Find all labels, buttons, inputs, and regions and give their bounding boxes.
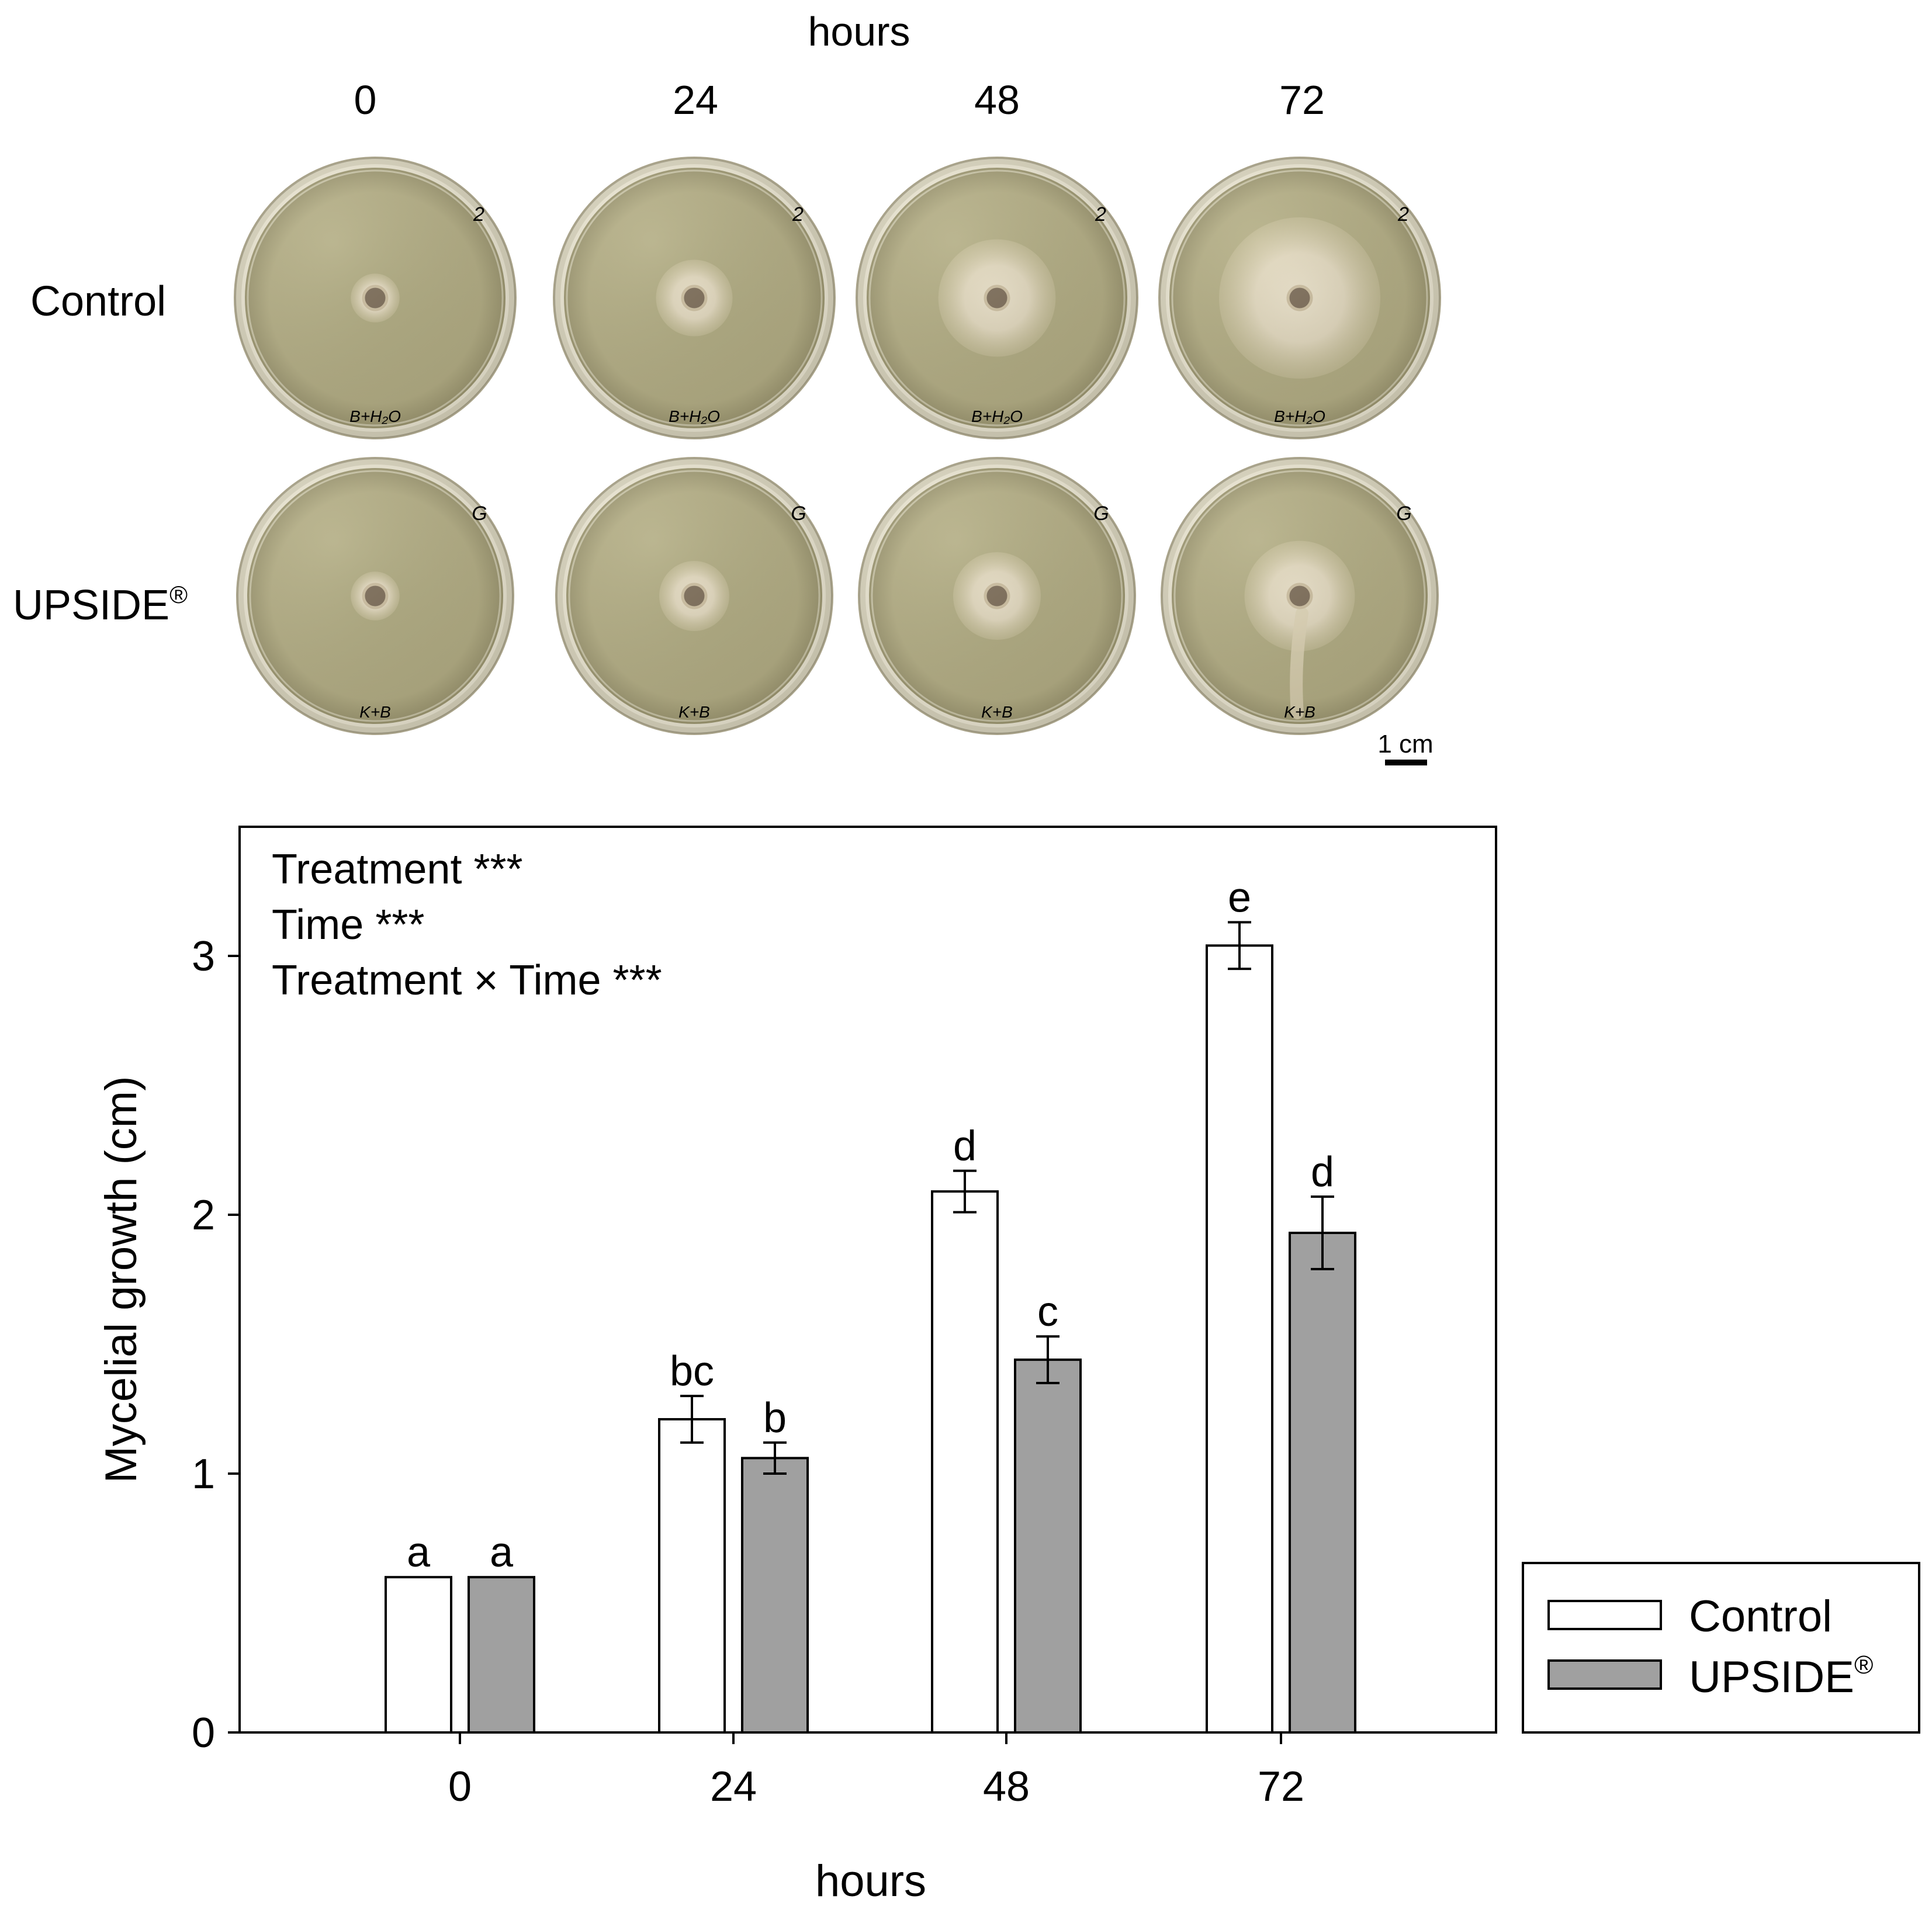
legend-label-control: Control [1689,1592,1832,1641]
photo-panel: hours 0 24 48 72 Control UPSIDE® 2B+H₂O2… [13,9,1441,765]
x-tick-label: 0 [448,1763,472,1810]
petri-plate-control-48h: 2 B+H₂O [856,157,1138,439]
bar [931,1190,999,1734]
bar [1289,1232,1356,1734]
significance-letter: c [1037,1288,1058,1335]
significance-letter: bc [670,1348,714,1395]
time-label-24: 24 [673,77,718,123]
time-label-72: 72 [1279,77,1325,123]
annotation-treatment: Treatment *** [272,846,523,893]
row-label-control: Control [30,278,166,325]
bar [468,1576,535,1734]
plate-marking-number: 2 [1397,203,1409,226]
plate-marking-number: G [1093,502,1109,525]
photo-header-label: hours [808,9,910,54]
plate-sheen [556,458,832,734]
x-tick-label: 24 [710,1763,757,1810]
plate-marking-label: K+B [359,703,391,721]
legend-label-upside: UPSIDE® [1689,1651,1873,1702]
time-label-48: 48 [974,77,1020,123]
scale-bar: 1 cm [1377,730,1434,765]
y-tick-label: 2 [192,1192,215,1239]
annotation-time: Time *** [272,902,424,948]
plate-sheen [1162,458,1438,734]
row-label-upside: UPSIDE® [13,581,188,629]
plate-sheen [859,458,1135,734]
y-axis-label: Mycelial growth (cm) [96,1076,146,1484]
plot-frame [238,826,1497,1734]
y-tick-label: 1 [192,1451,215,1498]
plate-marking-label: B+H₂O [669,407,720,425]
bar [1206,944,1273,1734]
x-axis-label: hours [815,1856,926,1906]
bar [658,1418,726,1734]
y-tick-label: 3 [192,933,215,980]
significance-letter: a [490,1529,514,1576]
scale-bar-label: 1 cm [1377,730,1433,758]
legend-box [1522,1562,1920,1734]
time-label-0: 0 [354,77,377,123]
registered-mark: ® [169,581,188,608]
plate-sheen [554,158,835,438]
plate-marking-number: 2 [473,203,484,226]
plate-marking-number: 2 [1095,203,1106,226]
plate-marking-label: K+B [678,703,710,721]
bar [1014,1358,1082,1734]
legend-swatch-control [1547,1600,1662,1630]
bar [385,1576,452,1734]
stats-annotations: Treatment *** Time *** Treatment × Time … [272,846,662,1004]
y-axis: 0 1 2 3 [192,933,240,1756]
plate-marking-number: G [1396,502,1411,525]
petri-plate-upside-0h: G K+B [236,457,514,735]
significance-letter: a [407,1529,431,1576]
significance-letter: d [1311,1149,1334,1195]
plate-marking-label: B+H₂O [349,407,401,425]
legend-registered-mark: ® [1854,1651,1873,1679]
plate-marking-number: G [791,502,806,525]
legend-swatch-upside [1547,1659,1662,1690]
plate-marking-label: B+H₂O [1274,407,1325,425]
y-tick-label: 0 [192,1710,215,1756]
petri-plate-upside-24h: G K+B [555,457,833,735]
plate-marking-number: G [472,502,487,525]
petri-plate-control-24h: 2 B+H₂O [553,157,836,439]
plate-marking-label: K+B [981,703,1013,721]
petri-plates: 2 B+H₂O 2 B+H₂O 2 B+H₂O 2 B+H₂O G K+B G K+B G K+B G K+B [234,157,1441,735]
x-tick-label: 48 [983,1763,1030,1810]
significance-letter: d [953,1123,977,1170]
plate-marking-label: B+H₂O [971,407,1023,425]
significance-letter: e [1228,874,1251,921]
x-tick-label: 72 [1258,1763,1304,1810]
time-labels: 0 24 48 72 [354,77,1325,123]
petri-plate-control-0h: 2 B+H₂O [234,157,517,439]
plate-sheen [237,458,513,734]
plate-sheen [1159,158,1440,438]
annotation-interaction: Treatment × Time *** [272,957,662,1004]
petri-plate-control-72h: 2 B+H₂O [1158,157,1441,439]
bar [741,1457,809,1734]
plate-marking-label: K+B [1284,703,1315,721]
x-axis: 0 24 48 72 [448,1732,1304,1810]
petri-plate-upside-48h: G K+B [858,457,1136,735]
plate-marking-number: 2 [792,203,804,226]
plate-sheen [235,158,515,438]
plate-sheen [857,158,1137,438]
legend: Control UPSIDE® [1522,1562,1920,1734]
petri-plate-upside-72h: G K+B [1161,457,1439,735]
significance-letter: b [763,1395,787,1441]
scale-bar-line [1385,760,1427,765]
